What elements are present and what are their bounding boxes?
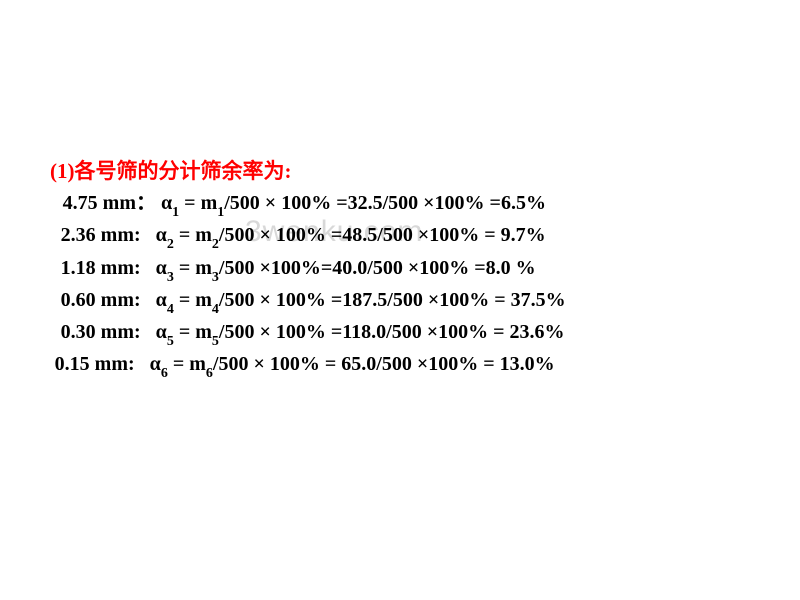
- equation-lines: 4.75 mm： α1 = m1/500 × 100% =32.5/500 ×1…: [40, 189, 760, 383]
- equation-row: 0.15 mm: α6 = m6/500 × 100% = 65.0/500 ×…: [40, 350, 760, 382]
- equation-row: 2.36 mm: α2 = m2/500 × 100% =48.5/500 ×1…: [40, 221, 760, 253]
- section-title: (1)各号筛的分计筛余率为:: [40, 155, 760, 185]
- size-label: 0.15 mm: [40, 350, 128, 379]
- equation-row: 4.75 mm： α1 = m1/500 × 100% =32.5/500 ×1…: [40, 189, 760, 221]
- size-label: 0.30 mm: [40, 318, 134, 347]
- equation-row: 1.18 mm: α3 = m3/500 ×100%=40.0/500 ×100…: [40, 254, 760, 286]
- size-label: 2.36 mm: [40, 221, 134, 250]
- size-label: 4.75 mm: [40, 189, 136, 218]
- equation-row: 0.30 mm: α5 = m5/500 × 100% =118.0/500 ×…: [40, 318, 760, 350]
- equation-row: 0.60 mm: α4 = m4/500 × 100% =187.5/500 ×…: [40, 286, 760, 318]
- size-label: 1.18 mm: [40, 254, 134, 283]
- content-block: (1)各号筛的分计筛余率为: 4.75 mm： α1 = m1/500 × 10…: [40, 155, 760, 383]
- size-label: 0.60 mm: [40, 286, 134, 315]
